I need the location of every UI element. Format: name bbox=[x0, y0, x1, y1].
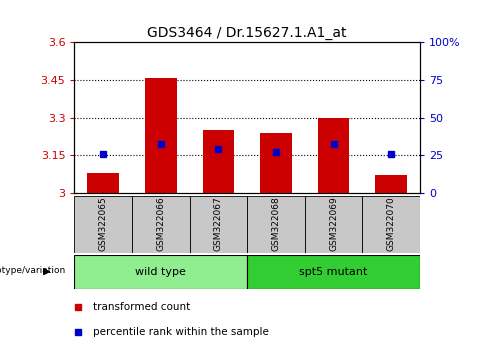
Bar bbox=[203, 130, 234, 193]
Text: GSM322070: GSM322070 bbox=[387, 196, 396, 251]
Text: percentile rank within the sample: percentile rank within the sample bbox=[94, 326, 269, 337]
Bar bbox=[145, 78, 177, 193]
Bar bbox=[375, 175, 407, 193]
Bar bbox=[318, 118, 349, 193]
Bar bbox=[260, 133, 292, 193]
Text: GSM322069: GSM322069 bbox=[329, 196, 338, 251]
Text: transformed count: transformed count bbox=[94, 302, 191, 313]
Bar bbox=[190, 196, 247, 253]
Bar bbox=[305, 196, 362, 253]
Text: GSM322065: GSM322065 bbox=[99, 196, 108, 251]
Text: GSM322066: GSM322066 bbox=[156, 196, 165, 251]
Text: genotype/variation: genotype/variation bbox=[0, 266, 65, 274]
Bar bbox=[132, 196, 190, 253]
Bar bbox=[247, 255, 420, 289]
Title: GDS3464 / Dr.15627.1.A1_at: GDS3464 / Dr.15627.1.A1_at bbox=[147, 26, 347, 40]
Bar bbox=[247, 196, 305, 253]
Bar bbox=[362, 196, 420, 253]
Bar bbox=[87, 173, 119, 193]
Text: GSM322068: GSM322068 bbox=[272, 196, 280, 251]
Bar bbox=[74, 255, 247, 289]
Text: spt5 mutant: spt5 mutant bbox=[300, 267, 368, 277]
Text: GSM322067: GSM322067 bbox=[214, 196, 223, 251]
Text: wild type: wild type bbox=[135, 267, 186, 277]
Bar bbox=[74, 196, 132, 253]
